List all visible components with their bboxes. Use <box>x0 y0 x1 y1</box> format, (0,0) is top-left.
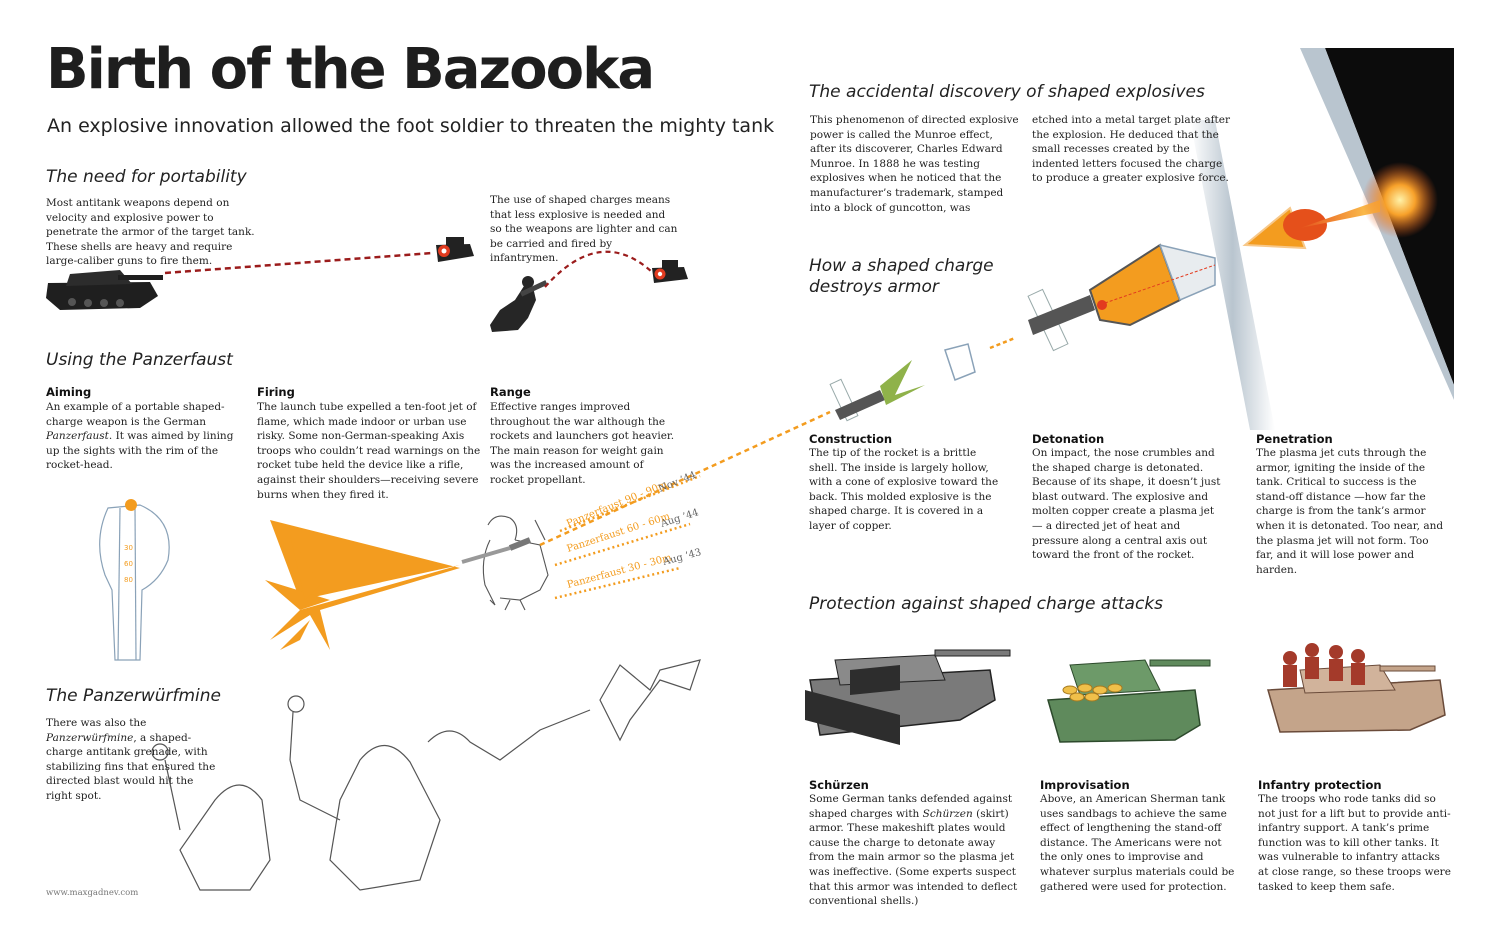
panzerfaust-sight-drawing <box>99 499 170 661</box>
section-discovery-heading: The accidental discovery of shaped explo… <box>809 82 1205 102</box>
firing-text: The launch tube expelled a ten-foot jet … <box>257 401 481 501</box>
section-panzerfaust-heading: Using the Panzerfaust <box>46 350 233 370</box>
section-protection-heading: Protection against shaped charge attacks <box>809 594 1164 614</box>
portability-text-1: Most antitank weapons depend on velocity… <box>46 197 255 268</box>
schurzen-text: Some German tanks defended against shape… <box>809 793 1018 908</box>
improvisation-label: Improvisation <box>1040 778 1130 792</box>
penetration-label: Penetration <box>1256 432 1333 446</box>
shell-trajectory-dashed <box>164 251 433 275</box>
armor-plate <box>1190 120 1275 430</box>
range-label: Range <box>490 385 531 399</box>
kneeling-infantryman-icon <box>490 276 548 332</box>
sight-mark-80: 80 <box>124 576 133 584</box>
infantry-protection-label: Infantry protection <box>1258 778 1382 792</box>
construction-nose-diagram <box>944 343 976 381</box>
t34-tank-with-infantry-illustration <box>1267 643 1446 733</box>
improvisation-text: Above, an American Sherman tank uses san… <box>1040 793 1235 893</box>
panzerfaust-tube <box>461 546 511 564</box>
arc-trajectory-dashed <box>544 250 653 288</box>
construction-rocket-diagram <box>829 360 925 422</box>
target-tank-icon <box>436 237 474 262</box>
section-portability-heading: The need for portability <box>46 167 247 187</box>
section-shaped-heading: How a shaped charge destroys armor <box>809 256 994 297</box>
discovery-text-col1: This phenomenon of directed explosive po… <box>810 114 1019 214</box>
detonation-text: On impact, the nose crumbles and the sha… <box>1032 447 1221 562</box>
target-tank-small-icon <box>652 260 688 283</box>
firing-label: Firing <box>257 385 295 399</box>
sherman-tank-illustration <box>1047 659 1211 743</box>
schurzen-tank-illustration <box>805 649 1011 745</box>
sight-mark-30: 30 <box>124 544 133 552</box>
aiming-label: Aiming <box>46 385 92 399</box>
range-text: Effective ranges improved throughout the… <box>490 401 675 486</box>
credit-url: www.maxgadnev.com <box>46 888 139 898</box>
page-subtitle: An explosive innovation allowed the foot… <box>47 115 775 137</box>
soldiers-throwing-wurfmine-sketch <box>151 659 701 891</box>
construction-label: Construction <box>809 432 893 446</box>
range-label-30: Panzerfaust 30 - 30m <box>566 552 673 591</box>
penetration-text: The plasma jet cuts through the armor, i… <box>1256 447 1444 576</box>
sight-mark-60: 60 <box>124 560 133 568</box>
infantry-protection-text: The troops who rode tanks did so not jus… <box>1258 793 1451 893</box>
aiming-text: An example of a portable shaped-charge w… <box>46 401 234 472</box>
detonation-dashes <box>989 336 1016 350</box>
detonation-rocket-diagram <box>1027 243 1216 352</box>
portability-text-2: The use of shaped charges means that les… <box>490 194 678 265</box>
range-date-30: Aug ’43 <box>661 547 703 568</box>
page-title: Birth of the Bazooka <box>46 37 655 102</box>
rocket-trajectory-dashed <box>539 410 831 547</box>
schurzen-label: Schürzen <box>809 778 869 792</box>
penetration-jet-diagram <box>1242 162 1438 250</box>
panzerfaust-head <box>508 537 532 551</box>
backblast-flame <box>265 520 460 650</box>
detonation-label: Detonation <box>1032 432 1105 446</box>
wurfmine-text: There was also the Panzerwürfmine, a sha… <box>46 717 216 802</box>
discovery-text-col2: etched into a metal target plate after t… <box>1032 114 1230 185</box>
construction-text: The tip of the rocket is a brittle shell… <box>809 447 999 532</box>
section-wurfmine-heading: The Panzerwürfmine <box>46 686 222 706</box>
range-lines <box>554 474 701 600</box>
heavy-tank-icon <box>46 270 163 310</box>
soldier-firing-panzerfaust <box>482 515 549 611</box>
